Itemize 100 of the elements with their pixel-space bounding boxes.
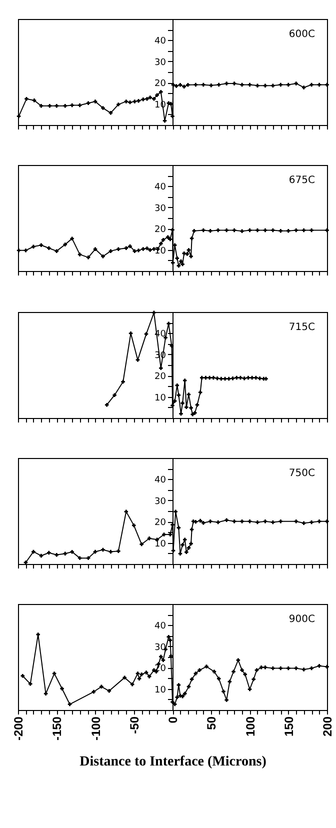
y-tick-label: 40 (154, 476, 166, 486)
point (271, 666, 275, 670)
point (104, 402, 109, 407)
point (174, 510, 178, 514)
point (202, 228, 206, 232)
point (189, 542, 193, 546)
point (92, 690, 96, 694)
point (263, 666, 268, 670)
point (78, 103, 82, 108)
point (178, 552, 182, 556)
x-tick-label: -150 (50, 716, 64, 741)
point (186, 684, 191, 689)
point (108, 249, 113, 253)
point (184, 550, 188, 554)
point (286, 82, 290, 87)
point (140, 542, 144, 546)
x-tick-label: 100 (243, 716, 258, 737)
y-tick-label: 40 (154, 36, 166, 47)
x-axis-title: Distance to Interface (Microns) (80, 754, 267, 770)
point (174, 84, 178, 88)
y-tick-label: 20 (154, 372, 166, 382)
point (170, 700, 174, 704)
point (194, 82, 198, 87)
point (171, 260, 175, 265)
point (278, 666, 283, 670)
annotation: 750C (288, 468, 316, 479)
point (70, 103, 74, 108)
point (176, 526, 181, 530)
point (192, 229, 196, 233)
point (278, 229, 283, 233)
point (166, 634, 171, 639)
point (278, 82, 283, 87)
point (232, 228, 236, 232)
point (310, 82, 314, 87)
point (28, 682, 32, 686)
point (271, 228, 275, 232)
point (232, 82, 236, 86)
point (78, 252, 82, 256)
point (93, 100, 98, 104)
point (147, 674, 152, 678)
point (242, 376, 246, 380)
annotation: 900C (288, 614, 316, 625)
point (159, 654, 163, 658)
point (212, 376, 216, 380)
point (178, 83, 182, 87)
point (60, 686, 64, 690)
point (159, 242, 163, 246)
y-tick-label: 40 (154, 622, 166, 632)
y-tick-label: 30 (154, 642, 166, 653)
point (302, 228, 306, 232)
point (248, 228, 252, 232)
point (101, 548, 105, 552)
point (263, 84, 268, 88)
point (36, 632, 40, 636)
point (54, 553, 58, 557)
point (252, 677, 256, 682)
y-tick-label: 30 (154, 204, 166, 214)
point (180, 262, 184, 266)
point (116, 247, 120, 252)
point (128, 332, 133, 336)
point (162, 118, 167, 123)
point (124, 246, 128, 250)
point (190, 236, 194, 240)
point (215, 376, 220, 380)
point (193, 411, 197, 415)
point (128, 244, 132, 248)
point (132, 249, 137, 253)
point (310, 520, 314, 524)
point (256, 520, 260, 524)
point (182, 252, 186, 256)
point (271, 520, 275, 524)
point (227, 376, 231, 381)
point (184, 405, 188, 410)
point (259, 666, 264, 670)
point (190, 677, 194, 682)
point (228, 680, 232, 684)
point (216, 82, 221, 87)
point (32, 244, 36, 248)
point (182, 378, 187, 382)
point (78, 556, 82, 560)
point (317, 664, 322, 668)
point (124, 510, 128, 514)
point (263, 520, 268, 524)
point (180, 694, 184, 698)
point (222, 690, 226, 694)
point (16, 248, 21, 252)
point (256, 84, 260, 88)
point (256, 228, 260, 232)
point (190, 528, 194, 532)
point (63, 104, 67, 108)
point (238, 376, 242, 380)
annotation: 600C (288, 29, 316, 40)
point (182, 692, 187, 696)
x-tick-label: -50 (127, 716, 142, 734)
point (152, 97, 156, 101)
point (204, 664, 208, 668)
point (136, 98, 140, 103)
point (240, 229, 244, 234)
point (204, 376, 208, 380)
point (148, 248, 152, 252)
